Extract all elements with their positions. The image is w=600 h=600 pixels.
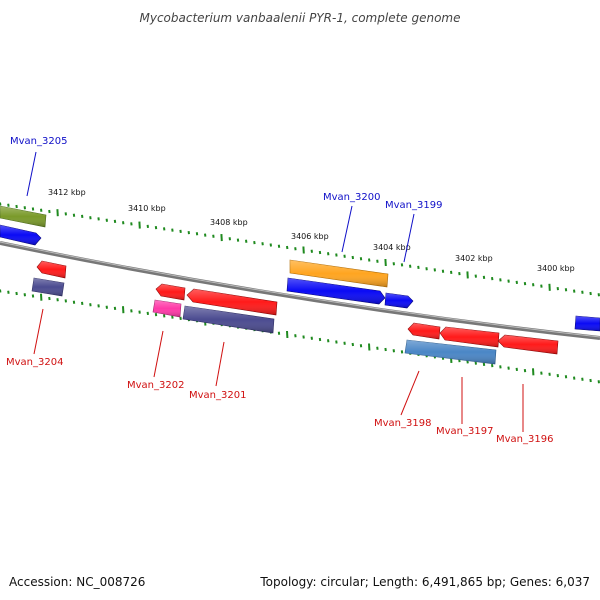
gene-label-mvan-3197[interactable]: Mvan_3197 [436,426,493,437]
leader-line-3200 [341,205,353,253]
kbp-label-3402: 3402 kbp [455,254,493,263]
gene-red-3197[interactable] [439,326,500,348]
map-title: Mycobacterium vanbaalenii PYR-1, complet… [140,11,461,25]
gene-label-mvan-3204[interactable]: Mvan_3204 [6,357,63,368]
gene-red-3202[interactable] [155,283,186,301]
gene-label-mvan-3196[interactable]: Mvan_3196 [496,434,553,445]
gene-blue-3199[interactable] [384,292,414,309]
kbp-label-3410: 3410 kbp [128,204,166,213]
gene-navy-3204[interactable] [31,277,65,297]
leader-line-3198 [400,370,420,416]
kbp-label-3406: 3406 kbp [291,232,329,241]
leader-line-3204 [33,308,44,355]
gene-green-3205[interactable] [0,205,47,228]
leader-line-3202 [153,330,164,378]
kbp-label-3408: 3408 kbp [210,218,248,227]
kbp-label-3404: 3404 kbp [373,243,411,252]
gene-label-mvan-3201[interactable]: Mvan_3201 [189,390,246,401]
kbp-label-3400: 3400 kbp [537,264,575,273]
leader-line-3201 [215,341,225,387]
leader-line-3199 [403,213,415,263]
gene-red-3204[interactable] [36,260,67,279]
gene-red-3198[interactable] [407,322,441,340]
gene-label-mvan-3202[interactable]: Mvan_3202 [127,380,184,391]
accession-text: Accession: NC_008726 [9,575,145,589]
gene-blue-edge[interactable] [574,315,600,332]
gene-blue-3205[interactable] [0,224,42,246]
leader-line-3205 [26,151,37,197]
gene-pink-3202[interactable] [152,299,182,318]
topology-text: Topology: circular; Length: 6,491,865 bp… [259,575,590,589]
gene-label-mvan-3198[interactable]: Mvan_3198 [374,418,431,429]
gene-red-3196[interactable] [497,334,559,355]
gene-label-mvan-3205[interactable]: Mvan_3205 [10,136,67,147]
gene-label-mvan-3199[interactable]: Mvan_3199 [385,200,442,211]
kbp-label-3412: 3412 kbp [48,188,86,197]
gene-label-mvan-3200[interactable]: Mvan_3200 [323,192,380,203]
